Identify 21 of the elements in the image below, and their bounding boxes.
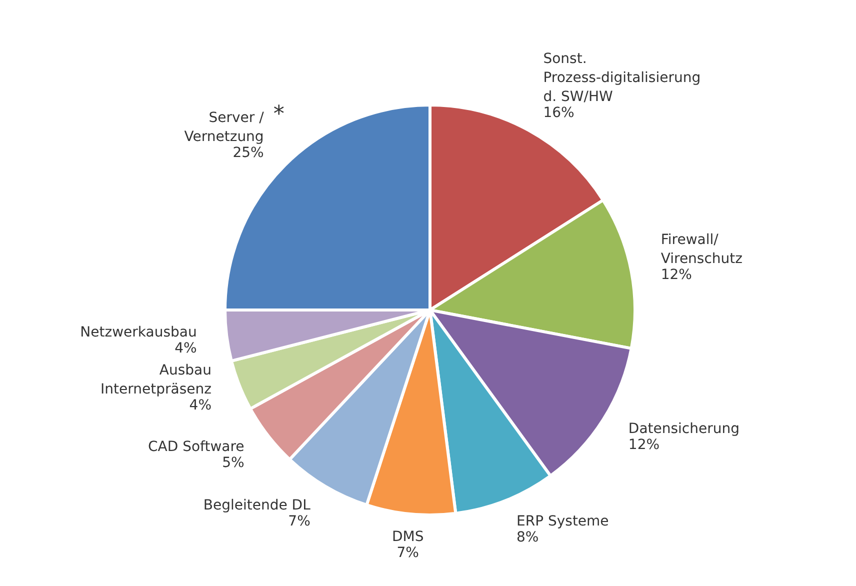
data-label: 7%	[288, 513, 310, 530]
slice-label: CAD Software	[148, 439, 244, 456]
slice-label: Netzwerkausbau	[80, 324, 197, 340]
slice-label: ERP Systeme	[516, 513, 609, 530]
text: *	[273, 102, 284, 127]
data-label: 8%	[516, 529, 539, 546]
data-label: 7%	[396, 544, 419, 561]
data-label: 25%	[232, 144, 264, 161]
data-label: 16%	[543, 105, 574, 122]
data-label: 4%	[174, 340, 197, 356]
data-label: 5%	[222, 455, 244, 472]
slice-label: Begleitende DL	[203, 497, 311, 514]
data-label: 12%	[628, 436, 660, 453]
slice-label: Sonst. Prozess-digitalisierung d. SW/HW	[543, 51, 701, 106]
slice-label: Datensicherung	[628, 420, 740, 437]
slice-label: Ausbau Internetpräsenz	[100, 362, 212, 398]
data-label: 4%	[189, 398, 212, 414]
data-label: 12%	[660, 266, 692, 283]
slice-label: Server / Vernetzung	[184, 110, 264, 145]
slice-label: DMS	[392, 528, 424, 545]
slice-label: Firewall/ Virenschutz	[660, 232, 743, 267]
